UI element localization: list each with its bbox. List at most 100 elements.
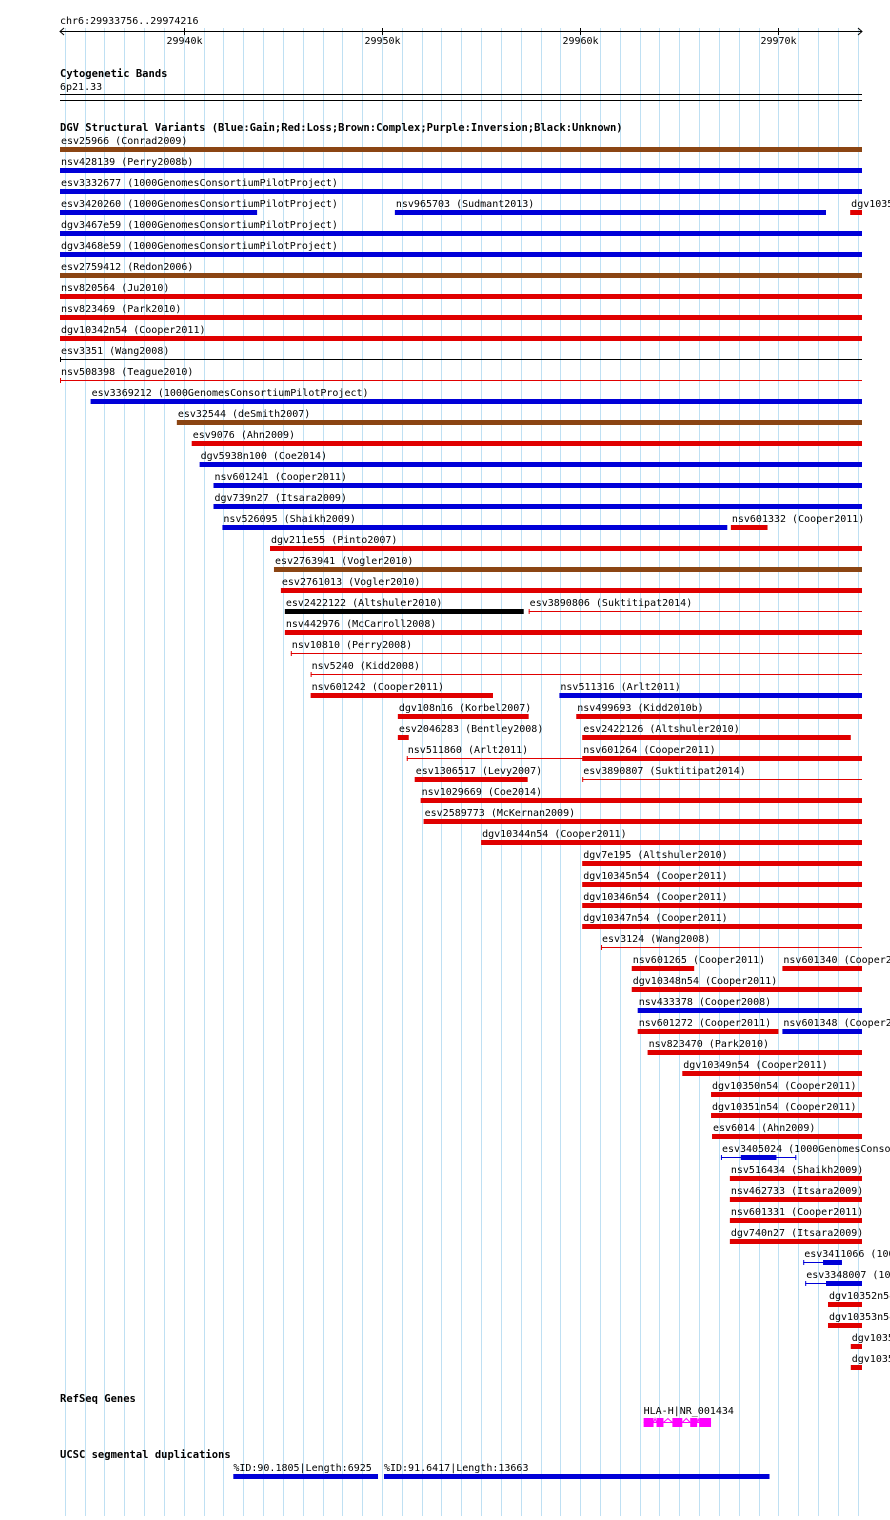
variant-label: esv2422126 (Altshuler2010) [583,724,740,735]
segdup-bar [383,1474,770,1479]
variant-bar [582,861,862,866]
variant-label: esv2046283 (Bentley2008) [399,724,543,735]
variant-bar [637,1029,779,1034]
variant-label: dgv1035 [851,199,890,210]
variant-bar [682,1071,862,1076]
variant-label: nsv1029669 (Coe2014) [422,787,542,798]
variant-label: nsv820564 (Ju2010) [61,283,169,294]
variant-bar [576,714,862,719]
variant-bar [850,1344,862,1349]
variant-bar [420,798,862,803]
variant-label: nsv10810 (Perry2008) [292,640,412,651]
variant-label: esv2763941 (Vogler2010) [275,556,413,567]
variant-bar [414,777,528,782]
variant-label: nsv823469 (Park2010) [61,304,181,315]
variant-label: nsv508398 (Teague2010) [61,367,193,378]
variant-bar [213,483,862,488]
region-label: chr6:29933756..29974216 [60,16,198,27]
ruler-tick-label: 29950k [364,36,400,47]
variant-bar [711,1113,862,1118]
variant-label: nsv601272 (Cooper2011) [639,1018,771,1029]
variant-label: esv1306517 (Levy2007) [416,766,542,777]
variant-label: esv3124 (Wang2008) [602,934,710,945]
variant-label: nsv462733 (Itsara2009) [731,1186,863,1197]
variant-bar [729,1239,862,1244]
variant-bar [827,1323,862,1328]
variant-label: nsv965703 (Sudmant2013) [396,199,534,210]
variant-bar [729,1176,862,1181]
variant-bar [60,273,862,278]
variant-bar [60,294,862,299]
variant-bar [280,588,863,593]
variant-bar [647,1050,862,1055]
variant-label: esv2422122 (Altshuler2010) [286,598,443,609]
variant-label: nsv516434 (Shaikh2009) [731,1165,863,1176]
variant-label: dgv10348n54 (Cooper2011) [633,976,778,987]
cytoband-track [60,94,862,101]
ruler-right-arrow [857,27,863,36]
variant-label: dgv3468e59 (1000GenomesConsortiumPilotPr… [61,241,338,252]
variant-label: nsv428139 (Perry2008b) [61,157,193,168]
variant-bar [60,252,862,257]
variant-bar [559,693,862,698]
variant-label: dgv7e195 (Altshuler2010) [583,850,728,861]
variant-label: esv3405024 (1000GenomesConsorti [722,1144,890,1155]
variant-bar [269,546,862,551]
ruler-tick-label: 29940k [166,36,202,47]
dgv-track: esv25966 (Conrad2009) nsv428139 (Perry200… [60,136,890,1370]
variant-bar [582,756,862,761]
variant-label: dgv10353n54 [829,1312,890,1323]
variant-label: dgv10346n54 (Cooper2011) [583,892,728,903]
variant-label: dgv10347n54 (Cooper2011) [583,913,728,924]
variant-bar [394,210,827,215]
variant-bar [60,336,862,341]
variant-bar [60,168,862,173]
variant-bar [60,189,862,194]
variant-bar [310,693,493,698]
variant-bar [850,1365,862,1370]
variant-bar [850,210,862,215]
variant-label: nsv601340 (Cooper2011) [783,955,890,966]
variant-label: esv3411066 (100 [804,1249,890,1260]
variant-label: dgv740n27 (Itsara2009) [731,1228,863,1239]
variant-bar [176,420,862,425]
variant-label: nsv511316 (Arlt2011) [560,682,680,693]
variant-bar [191,441,862,446]
variant-label: dgv3467e59 (1000GenomesConsortiumPilotPr… [61,220,338,231]
variant-bar [730,525,768,530]
variant-label: nsv601331 (Cooper2011) [731,1207,863,1218]
variant-block [826,1281,862,1286]
variant-bar [631,987,862,992]
variant-block [740,1155,777,1160]
cytoband-track-title: Cytogenetic Bands [60,68,167,80]
variant-label: dgv10342n54 (Cooper2011) [61,325,206,336]
variant-label: esv9076 (Ahn2009) [193,430,295,441]
coordinate-ruler: 29940k 29950k 29960k 29970k [59,27,863,47]
variant-label: esv25966 (Conrad2009) [61,136,187,147]
variant-label: esv2761013 (Vogler2010) [282,577,420,588]
variant-label: esv32544 (deSmith2007) [178,409,310,420]
variant-label: nsv823470 (Park2010) [649,1039,769,1050]
gene-exon [672,1418,683,1427]
gene-intron-chevron [653,1417,657,1423]
variant-label: nsv601242 (Cooper2011) [312,682,444,693]
variant-bar [90,399,863,404]
variant-label: esv3890806 (Suktitipat2014) [530,598,693,609]
variant-bar [60,147,862,152]
variant-bar [199,462,863,467]
segdup-label: %ID:90.1805|Length:6925 [233,1463,371,1474]
variant-bar [60,315,862,320]
variant-label: nsv5240 (Kidd2008) [312,661,420,672]
variant-label: dgv5938n100 (Coe2014) [201,451,327,462]
variant-bar [481,840,862,845]
variant-label: esv3420260 (1000GenomesConsortiumPilotPr… [61,199,338,210]
gene-intron-chevron [696,1418,700,1423]
segdup-track-title: UCSC segmental duplications [60,1449,231,1461]
variant-bar [729,1197,862,1202]
variant-bar [222,525,728,530]
variant-bar [60,210,258,215]
variant-label: esv3348007 (100 [806,1270,890,1281]
variant-bar [827,1302,862,1307]
